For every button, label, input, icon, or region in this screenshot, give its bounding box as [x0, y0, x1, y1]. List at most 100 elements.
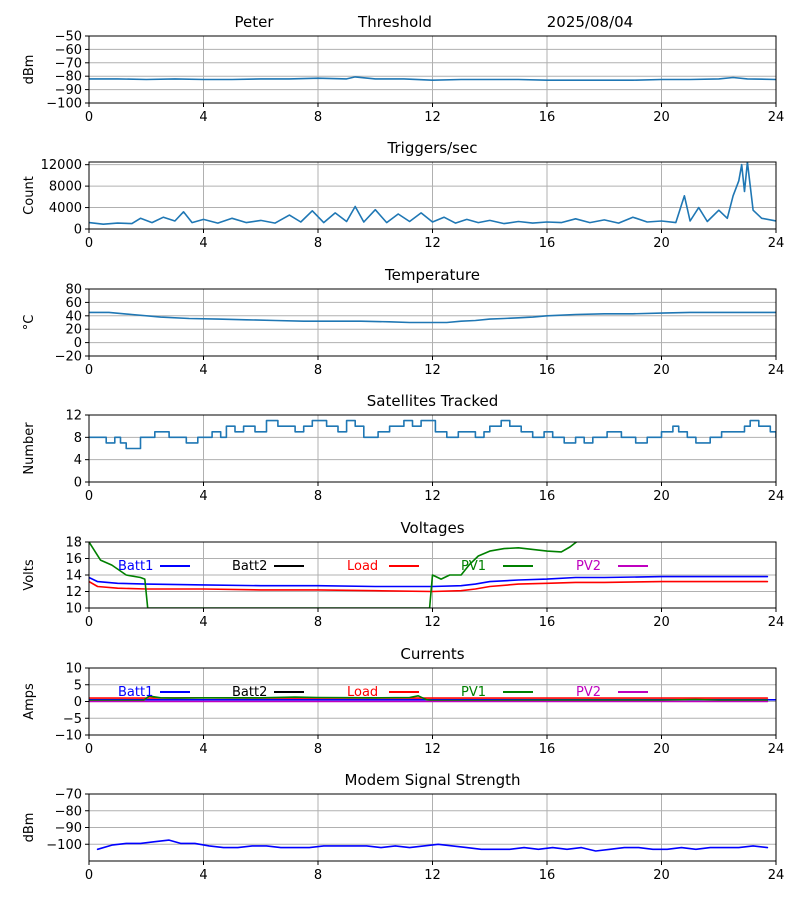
y-axis-label: dBm [22, 55, 37, 85]
y-tick-label: −100 [46, 97, 82, 112]
figure-header: Peter Threshold 2025/08/04 [234, 13, 633, 31]
x-tick-label: 4 [199, 489, 207, 504]
x-tick-label: 20 [653, 236, 670, 251]
y-tick-label: 0 [74, 336, 82, 351]
y-tick-label: −90 [55, 821, 82, 836]
y-tick-label: 14 [65, 569, 82, 584]
x-tick-label: 24 [768, 742, 785, 757]
legend-label-batt2: Batt2 [232, 685, 267, 700]
y-tick-label: 20 [65, 323, 82, 338]
y-tick-label: 18 [65, 536, 82, 551]
x-tick-label: 12 [424, 868, 441, 883]
x-tick-label: 4 [199, 363, 207, 378]
y-tick-label: 4000 [49, 201, 82, 216]
x-tick-label: 24 [768, 868, 785, 883]
y-tick-label: −80 [55, 804, 82, 819]
y-tick-label: 12 [65, 585, 82, 600]
legend-label-pv1: PV1 [461, 559, 486, 574]
x-tick-label: 12 [424, 489, 441, 504]
y-tick-label: −90 [55, 83, 82, 98]
legend-label-pv1: PV1 [461, 685, 486, 700]
report-date: 2025/08/04 [547, 13, 633, 31]
y-tick-label: 8000 [49, 180, 82, 195]
y-tick-label: 12 [65, 409, 82, 424]
x-tick-label: 12 [424, 236, 441, 251]
panel-1: 0 4 8 12 16 20 24 −100−90−80−70−60−50 dBm [22, 30, 784, 126]
series-group [89, 419, 776, 450]
x-tick-label: 24 [768, 615, 785, 630]
legend-label-batt1: Batt1 [118, 685, 153, 700]
x-tick-label: 16 [539, 236, 556, 251]
x-tick-label: 0 [85, 110, 93, 125]
x-tick-label: 24 [768, 236, 785, 251]
x-tick-label: 4 [199, 868, 207, 883]
legend-label-pv2: PV2 [576, 559, 601, 574]
x-tick-label: 16 [539, 110, 556, 125]
panel-4: 0 4 8 12 16 20 24 0 4 8 12 Number Satellites Tracked [22, 392, 784, 504]
x-tick-label: 20 [653, 868, 670, 883]
y-tick-label: 0 [74, 695, 82, 710]
series-line [89, 76, 776, 81]
x-tick-label: 12 [424, 363, 441, 378]
y-tick-label: −60 [55, 43, 82, 58]
x-tick-label: 8 [314, 236, 322, 251]
station-name: Peter [234, 13, 274, 31]
x-tick-label: 8 [314, 489, 322, 504]
x-tick-label: 4 [199, 742, 207, 757]
series-group [89, 542, 769, 608]
y-tick-label: −5 [63, 712, 82, 727]
series-line [96, 839, 769, 852]
panel-7: 0 4 8 12 16 20 24 −100 −90 −80−70 dBm Modem Signal … [22, 771, 784, 883]
y-tick-label: 16 [65, 552, 82, 567]
series-group [96, 839, 769, 852]
series-line-pv1 [89, 542, 578, 608]
x-tick-label: 12 [424, 742, 441, 757]
panel-title: Modem Signal Strength [345, 771, 521, 789]
panel-title: Temperature [384, 266, 480, 284]
y-tick-label: 0 [74, 223, 82, 238]
trigger-mode: Threshold [357, 13, 432, 31]
panel-title: Triggers/sec [387, 139, 478, 157]
y-tick-label: 60 [65, 296, 82, 311]
x-tick-label: 4 [199, 110, 207, 125]
x-tick-label: 8 [314, 110, 322, 125]
x-tick-label: 8 [314, 742, 322, 757]
panel-2: 0 4 8 12 16 20 24 0 4000 8000 12000 Count Triggers/s… [22, 139, 784, 251]
legend-label-load: Load [347, 685, 378, 700]
y-tick-label: 12000 [41, 158, 82, 173]
y-tick-label: 10 [65, 602, 82, 617]
series-group [89, 162, 776, 225]
series-group [89, 76, 776, 81]
x-tick-label: 20 [653, 742, 670, 757]
x-tick-label: 8 [314, 615, 322, 630]
x-tick-label: 0 [85, 236, 93, 251]
y-tick-label: 80 [65, 283, 82, 298]
y-tick-label: −80 [55, 70, 82, 85]
series-line-batt1 [89, 575, 769, 588]
y-tick-label: −50 [55, 30, 82, 45]
x-tick-label: 12 [424, 110, 441, 125]
x-tick-label: 0 [85, 489, 93, 504]
x-tick-label: 8 [314, 868, 322, 883]
y-tick-label: −100 [46, 838, 82, 853]
y-tick-label: 40 [65, 309, 82, 324]
y-axis-label: dBm [22, 813, 37, 843]
x-tick-label: 20 [653, 615, 670, 630]
x-tick-label: 8 [314, 363, 322, 378]
y-tick-label: 8 [74, 431, 82, 446]
x-tick-label: 24 [768, 363, 785, 378]
y-axis-label: °C [22, 315, 37, 331]
series-line [89, 311, 776, 324]
x-tick-label: 0 [85, 615, 93, 630]
legend: Batt1 Batt2 Load PV1 PV2 [118, 559, 648, 574]
legend-label-load: Load [347, 559, 378, 574]
legend-label-batt1: Batt1 [118, 559, 153, 574]
legend-label-pv2: PV2 [576, 685, 601, 700]
y-axis-label: Amps [22, 683, 37, 720]
y-tick-label: 4 [74, 453, 82, 468]
x-tick-label: 16 [539, 363, 556, 378]
